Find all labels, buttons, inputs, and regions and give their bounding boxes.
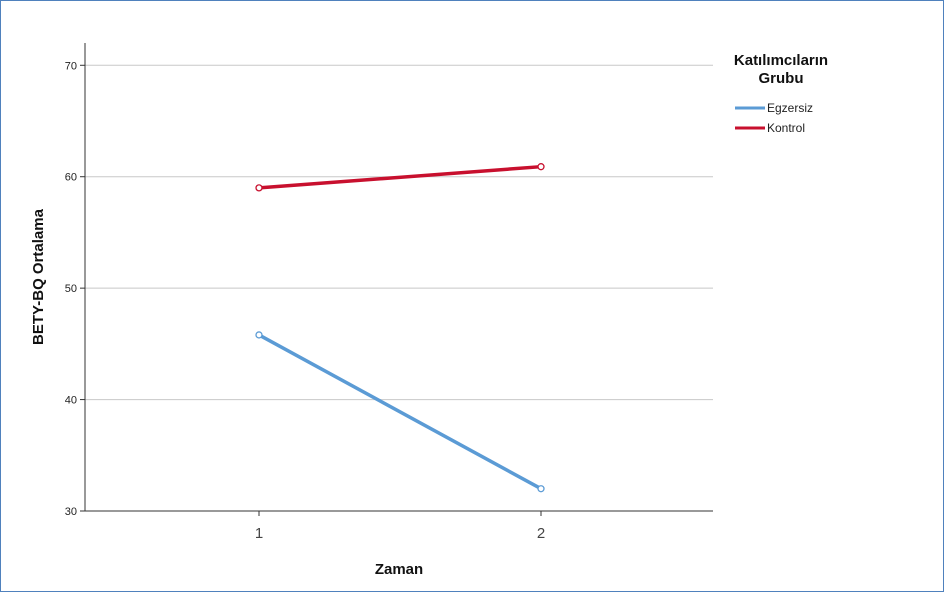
y-tick-label: 30	[65, 506, 77, 518]
legend-label-kontrol: Kontrol	[767, 121, 805, 135]
series-kontrol	[255, 163, 545, 192]
series-line-egzersiz	[257, 333, 543, 491]
axes	[84, 43, 713, 512]
legend-label-egzersiz: Egzersiz	[767, 101, 813, 115]
y-tick-label: 50	[65, 283, 77, 295]
y-tick-label: 70	[65, 60, 77, 72]
series-lines	[255, 163, 545, 493]
y-tick-labels: 30 40 50 60 70	[65, 60, 85, 518]
legend-title-line-2: Grubu	[759, 70, 804, 87]
y-tick-label: 40	[65, 395, 77, 407]
x-axis-title: Zaman	[375, 561, 423, 578]
y-tick-label: 60	[65, 172, 77, 184]
legend-title-line-1: Katılımcıların	[734, 52, 828, 69]
series-egzersiz	[255, 331, 545, 493]
legend-items: Egzersiz Kontrol	[735, 101, 813, 135]
y-axis-title: BETY-BQ Ortalama	[30, 208, 47, 345]
data-point	[255, 331, 263, 339]
legend: Katılımcıların Grubu Egzersiz Kontrol	[734, 52, 828, 135]
x-tick-label: 2	[537, 525, 545, 542]
series-line-kontrol	[257, 164, 543, 190]
gridlines	[85, 64, 713, 401]
data-point	[537, 163, 545, 171]
data-point	[537, 485, 545, 493]
x-tick-label: 1	[255, 525, 263, 542]
data-point	[255, 184, 263, 192]
